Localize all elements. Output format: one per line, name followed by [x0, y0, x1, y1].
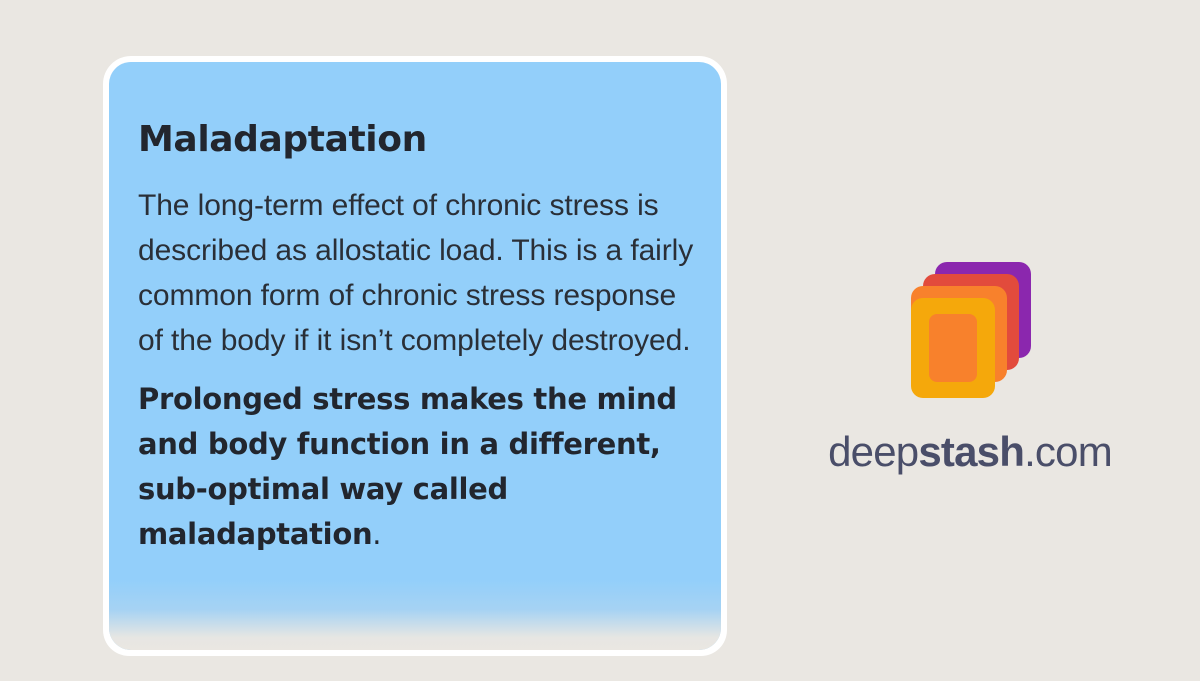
card-bottom-fade: [109, 580, 721, 650]
wordmark-strong: stash: [918, 428, 1025, 475]
wordmark-prefix: deep: [828, 428, 919, 475]
wordmark-suffix: .com: [1024, 428, 1113, 475]
idea-card[interactable]: Maladaptation The long-term effect of ch…: [103, 56, 727, 656]
brand-wordmark[interactable]: deepstash.com: [790, 428, 1150, 476]
stacked-cubes-icon: [911, 262, 1031, 398]
idea-highlight-text: Prolonged stress makes the mind and body…: [138, 363, 708, 557]
idea-highlight-strong: Prolonged stress makes the mind and body…: [138, 381, 677, 551]
logo-layer-amber: [911, 298, 995, 398]
deepstash-logo: [895, 250, 1045, 410]
idea-card-content: Maladaptation The long-term effect of ch…: [138, 62, 709, 557]
idea-card-surface: Maladaptation The long-term effect of ch…: [109, 62, 721, 650]
idea-highlight-period: .: [372, 516, 382, 551]
brand-block: deepstash.com: [790, 250, 1150, 490]
page-title: Maladaptation: [138, 119, 427, 160]
idea-body-text: The long-term effect of chronic stress i…: [138, 188, 694, 357]
